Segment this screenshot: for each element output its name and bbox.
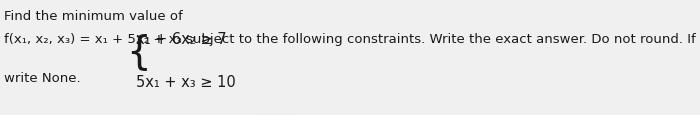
Text: 5x₁ + x₃ ≥ 10: 5x₁ + x₃ ≥ 10 — [136, 74, 236, 89]
Text: write None.: write None. — [4, 71, 81, 84]
Text: {: { — [126, 33, 150, 71]
Text: Find the minimum value of: Find the minimum value of — [4, 10, 183, 23]
Text: x₁ + 6x₂ ≥ 7: x₁ + 6x₂ ≥ 7 — [136, 32, 227, 47]
Text: f(x₁, x₂, x₃) = x₁ + 5x₂ + x₃ subject to the following constraints. Write the ex: f(x₁, x₂, x₃) = x₁ + 5x₂ + x₃ subject to… — [4, 33, 700, 46]
